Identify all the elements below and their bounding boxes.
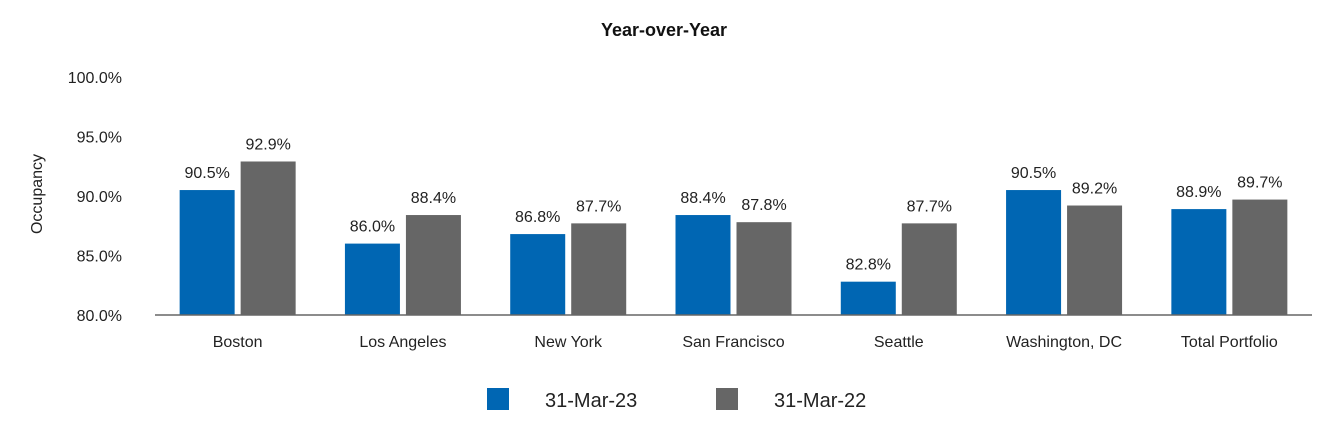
- data-label: 89.7%: [1237, 175, 1282, 192]
- data-label: 92.9%: [245, 136, 290, 153]
- data-label: 86.0%: [350, 219, 395, 236]
- x-tick-label: San Francisco: [682, 334, 784, 351]
- legend-label: 31-Mar-23: [545, 390, 637, 412]
- data-label: 90.5%: [184, 165, 229, 182]
- data-label: 87.8%: [741, 197, 786, 214]
- y-tick-label: 95.0%: [77, 130, 122, 147]
- bar: [1067, 205, 1123, 315]
- x-tick-label: Washington, DC: [1006, 334, 1122, 351]
- bar: [240, 161, 296, 315]
- legend-label: 31-Mar-22: [774, 390, 866, 412]
- y-axis-ticks: 80.0% 85.0% 90.0% 95.0% 100.0%: [68, 70, 122, 325]
- bar: [571, 223, 627, 315]
- data-labels: 90.5% 92.9% 86.0% 88.4% 86.8% 87.7% 88.4% 87.8%…: [184, 136, 1282, 273]
- data-label: 89.2%: [1072, 181, 1117, 198]
- bar: [179, 190, 235, 315]
- x-tick-label: Los Angeles: [359, 334, 446, 351]
- data-label: 88.9%: [1176, 184, 1221, 201]
- bar: [736, 222, 792, 315]
- bar: [1006, 190, 1062, 315]
- x-tick-label: New York: [534, 334, 603, 351]
- x-tick-label: Total Portfolio: [1181, 334, 1278, 351]
- bar: [344, 243, 400, 315]
- bar: [510, 234, 566, 315]
- data-label: 86.8%: [515, 209, 560, 226]
- bar: [901, 223, 957, 315]
- data-label: 87.7%: [907, 198, 952, 215]
- bar: [675, 215, 731, 315]
- data-label: 88.4%: [411, 190, 456, 207]
- y-tick-label: 100.0%: [68, 70, 122, 87]
- data-label: 82.8%: [846, 257, 891, 274]
- legend: 31-Mar-23 31-Mar-22: [487, 388, 866, 412]
- data-label: 90.5%: [1011, 165, 1056, 182]
- bar: [840, 281, 896, 315]
- bar: [405, 215, 461, 315]
- data-label: 87.7%: [576, 198, 621, 215]
- bars: [179, 161, 1288, 315]
- bar: [1232, 199, 1288, 315]
- chart-title: Year-over-Year: [601, 20, 727, 40]
- x-tick-label: Seattle: [874, 334, 924, 351]
- x-tick-label: Boston: [213, 334, 263, 351]
- data-label: 88.4%: [680, 190, 725, 207]
- y-tick-label: 85.0%: [77, 249, 122, 266]
- legend-swatch: [487, 388, 509, 410]
- y-axis-label: Occupancy: [29, 154, 46, 234]
- y-tick-label: 80.0%: [77, 308, 122, 325]
- x-axis-categories: Boston Los Angeles New York San Francisco Se…: [213, 334, 1278, 351]
- legend-swatch: [716, 388, 738, 410]
- y-tick-label: 90.0%: [77, 189, 122, 206]
- bar: [1171, 209, 1227, 315]
